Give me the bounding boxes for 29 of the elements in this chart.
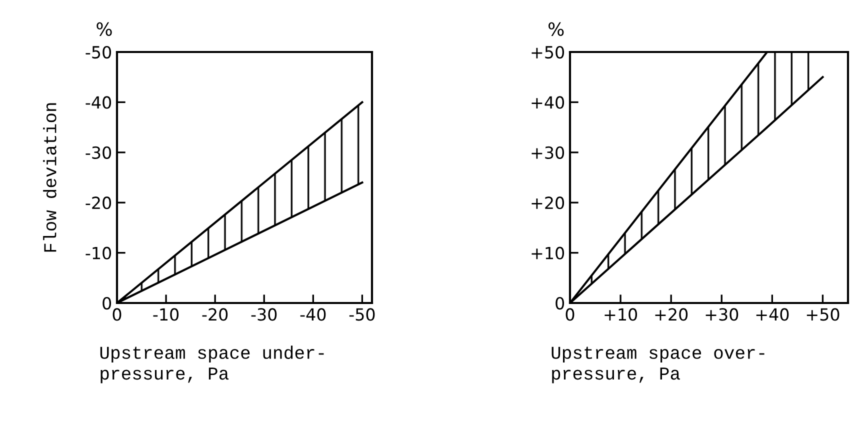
y-tick-label: 0 — [102, 296, 112, 310]
x-tick-label: +40 — [756, 308, 789, 321]
y-tick-label: -40 — [86, 96, 112, 109]
y-tick-label: -20 — [86, 196, 112, 210]
y-tick-label: +50 — [532, 46, 564, 59]
x-tick-label: +20 — [655, 308, 688, 321]
y-tick-label: +20 — [532, 196, 564, 210]
x-tick-label: 0 — [566, 308, 574, 321]
x-tick-label: -40 — [300, 308, 326, 321]
y-tick-label: -10 — [86, 246, 112, 260]
y-tick-label: -50 — [86, 46, 112, 59]
x-tick-label: -20 — [202, 308, 228, 321]
y-tick-label: +30 — [532, 146, 564, 159]
x-tick-label: +30 — [706, 308, 738, 321]
y-tick-label: -30 — [86, 146, 112, 159]
x-tick-label: 0 — [112, 308, 122, 321]
x-axis-title: Upstream space over- pressure, Pa — [552, 346, 764, 384]
y-tick-label: 0 — [556, 296, 564, 310]
y-tick-label: +40 — [532, 96, 564, 109]
y-tick-label: +10 — [532, 246, 564, 260]
text: % — [548, 22, 564, 36]
x-tick-label: -50 — [349, 308, 375, 321]
x-tick-label: -30 — [251, 308, 277, 321]
x-tick-label: +10 — [604, 308, 638, 321]
y-axis-title: Flow deviation — [43, 103, 56, 252]
x-tick-label: -10 — [153, 308, 179, 321]
x-axis-title: Upstream space under- pressure, Pa — [100, 346, 324, 384]
x-tick-label: +50 — [806, 308, 840, 321]
text: % — [96, 22, 112, 36]
